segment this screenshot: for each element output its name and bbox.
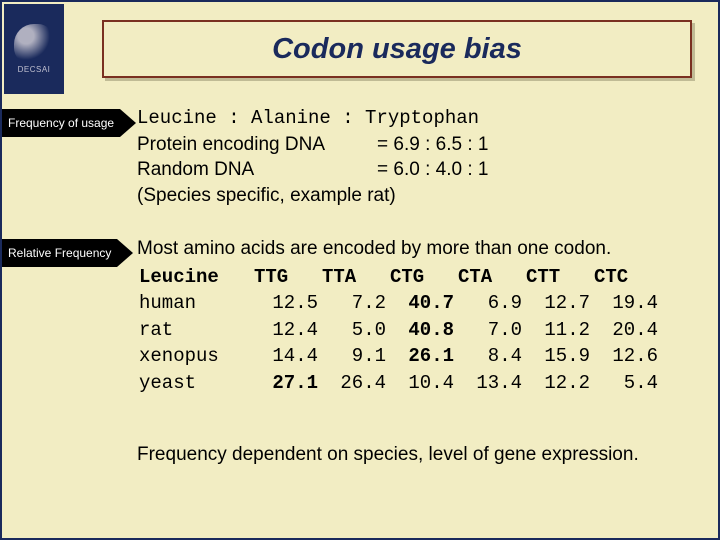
codon-table-header: Leucine TTG TTA CTG CTA CTT CTC — [137, 264, 660, 291]
protein-dna-line: Protein encoding DNA = 6.9 : 6.5 : 1 — [137, 132, 697, 158]
value-cell: 12.5 — [252, 290, 320, 317]
value-cell: 13.4 — [456, 370, 524, 397]
random-dna-label: Random DNA — [137, 157, 377, 183]
codon-table: Leucine TTG TTA CTG CTA CTT CTC human12.… — [137, 264, 660, 397]
relative-frequency-block: Most amino acids are encoded by more tha… — [137, 236, 717, 397]
value-cell: 12.4 — [252, 317, 320, 344]
value-cell: 27.1 — [252, 370, 320, 397]
value-cell: 11.2 — [524, 317, 592, 344]
value-cell: 7.0 — [456, 317, 524, 344]
arrow-label: Frequency of usage — [2, 109, 120, 137]
decsai-logo: DECSAI — [4, 4, 64, 94]
codon-col: TTA — [320, 264, 388, 291]
species-cell: yeast — [137, 370, 252, 397]
value-cell: 40.8 — [388, 317, 456, 344]
value-cell: 7.2 — [320, 290, 388, 317]
species-cell: xenopus — [137, 343, 252, 370]
value-cell: 6.9 — [456, 290, 524, 317]
value-cell: 26.4 — [320, 370, 388, 397]
species-cell: human — [137, 290, 252, 317]
protein-dna-label: Protein encoding DNA — [137, 132, 377, 158]
value-cell: 19.4 — [592, 290, 660, 317]
logo-acronym: DECSAI — [18, 66, 51, 74]
value-cell: 14.4 — [252, 343, 320, 370]
random-dna-ratio: = 6.0 : 4.0 : 1 — [377, 157, 488, 183]
arrow-label: Relative Frequency — [2, 239, 117, 267]
value-cell: 10.4 — [388, 370, 456, 397]
value-cell: 12.6 — [592, 343, 660, 370]
amino-acid-ratio-heading: Leucine : Alanine : Tryptophan — [137, 106, 697, 132]
codon-col: CTG — [388, 264, 456, 291]
value-cell: 20.4 — [592, 317, 660, 344]
value-cell: 12.2 — [524, 370, 592, 397]
value-cell: 9.1 — [320, 343, 388, 370]
value-cell: 5.0 — [320, 317, 388, 344]
arrow-head-icon — [120, 109, 136, 137]
species-cell: rat — [137, 317, 252, 344]
table-row: rat12.4 5.040.8 7.011.220.4 — [137, 317, 660, 344]
codon-col: TTG — [252, 264, 320, 291]
header-amino-acid: Leucine — [137, 264, 252, 291]
value-cell: 15.9 — [524, 343, 592, 370]
codon-intro: Most amino acids are encoded by more tha… — [137, 236, 717, 262]
value-cell: 26.1 — [388, 343, 456, 370]
codon-col: CTT — [524, 264, 592, 291]
table-row: yeast27.126.410.413.412.2 5.4 — [137, 370, 660, 397]
footer-note: Frequency dependent on species, level of… — [137, 444, 639, 466]
codon-col: CTA — [456, 264, 524, 291]
value-cell: 40.7 — [388, 290, 456, 317]
frequency-of-usage-block: Leucine : Alanine : Tryptophan Protein e… — [137, 106, 697, 209]
random-dna-line: Random DNA = 6.0 : 4.0 : 1 — [137, 157, 697, 183]
arrow-relative-frequency: Relative Frequency — [2, 238, 133, 268]
arrow-head-icon — [117, 239, 133, 267]
value-cell: 8.4 — [456, 343, 524, 370]
arrow-frequency-of-usage: Frequency of usage — [2, 108, 136, 138]
value-cell: 5.4 — [592, 370, 660, 397]
slide-title: Codon usage bias — [272, 33, 522, 66]
title-box: Codon usage bias — [102, 20, 692, 78]
logo-graphic — [14, 24, 54, 64]
table-row: xenopus14.4 9.126.1 8.415.912.6 — [137, 343, 660, 370]
species-note: (Species specific, example rat) — [137, 183, 697, 209]
value-cell: 12.7 — [524, 290, 592, 317]
codon-col: CTC — [592, 264, 660, 291]
protein-dna-ratio: = 6.9 : 6.5 : 1 — [377, 132, 488, 158]
table-row: human12.5 7.240.7 6.912.719.4 — [137, 290, 660, 317]
